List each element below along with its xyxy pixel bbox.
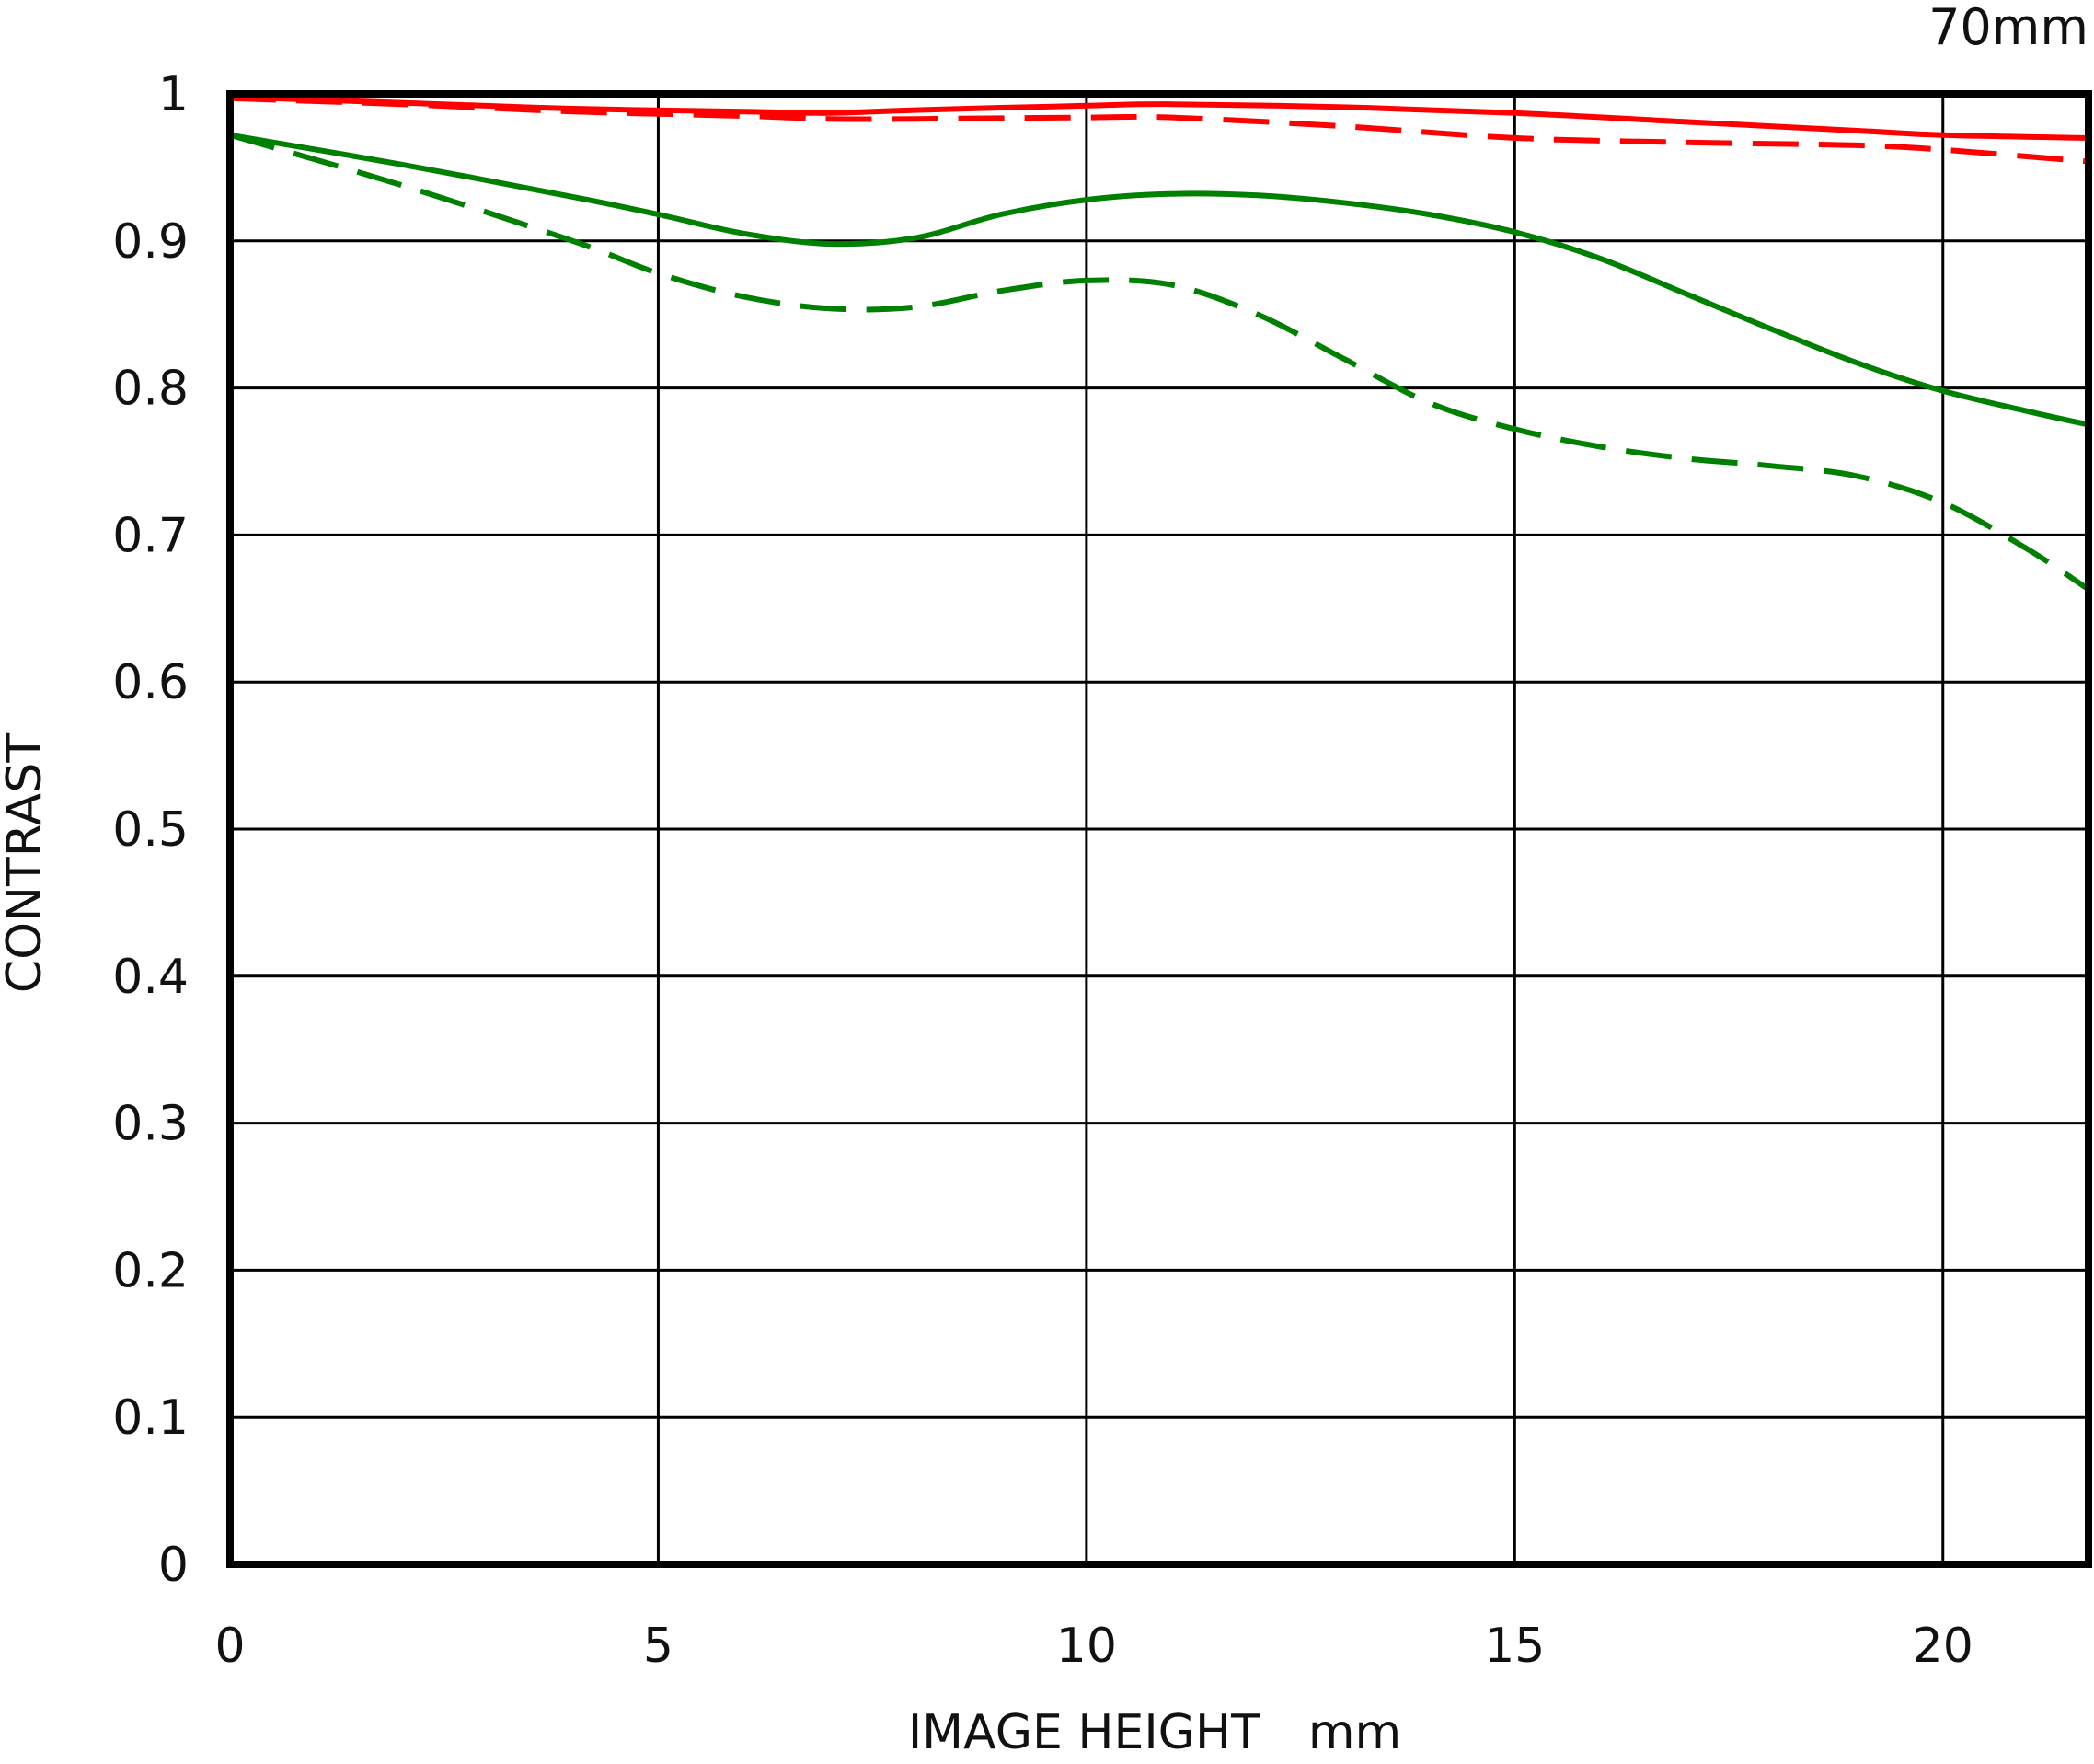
y-axis-title: CONTRAST xyxy=(0,733,52,994)
x-tick-label-4: 20 xyxy=(1913,1619,1973,1674)
y-tick-label-3: 0.3 xyxy=(112,1097,189,1152)
y-tick-label-5: 0.5 xyxy=(112,802,189,858)
y-tick-label-1: 0.1 xyxy=(112,1390,189,1446)
y-tick-label-4: 0.4 xyxy=(112,950,189,1005)
y-tick-label-9: 0.9 xyxy=(112,214,189,270)
x-tick-label-3: 15 xyxy=(1484,1619,1545,1674)
y-tick-label-2: 0.2 xyxy=(112,1243,189,1298)
focal-length-annotation: 70mm xyxy=(1928,0,2088,56)
x-tick-label-1: 5 xyxy=(643,1619,673,1674)
y-tick-label-6: 0.6 xyxy=(112,655,189,710)
series-lines xyxy=(229,94,2090,593)
series-line-2 xyxy=(229,132,2089,428)
x-axis-title: IMAGE HEIGHT mm xyxy=(908,1705,1401,1760)
x-tick-label-2: 10 xyxy=(1056,1619,1117,1674)
y-tick-label-8: 0.8 xyxy=(112,362,189,417)
y-tick-label-7: 0.7 xyxy=(112,508,189,563)
y-tick-labels: 0 0.1 0.2 0.3 0.4 0.5 0.6 0.7 0.8 0.9 1 xyxy=(112,67,189,1593)
y-tick-label-0: 0 xyxy=(158,1538,189,1593)
series-line-1 xyxy=(229,95,2089,165)
x-tick-labels: 0 5 10 15 20 xyxy=(214,1619,1973,1674)
y-tick-label-10: 1 xyxy=(158,67,189,122)
series-line-0 xyxy=(229,94,2089,141)
series-line-3 xyxy=(229,132,2090,593)
grid xyxy=(228,92,2088,1566)
x-tick-label-0: 0 xyxy=(214,1619,245,1674)
plot-frame xyxy=(226,90,2092,1568)
